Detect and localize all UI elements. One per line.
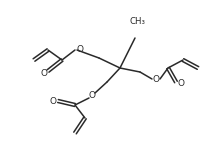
Text: O: O	[50, 97, 56, 106]
Text: O: O	[177, 80, 185, 89]
Text: O: O	[76, 45, 84, 55]
Text: CH₃: CH₃	[129, 17, 145, 27]
Text: O: O	[88, 91, 96, 100]
Text: O: O	[153, 75, 159, 83]
Text: O: O	[41, 69, 47, 79]
